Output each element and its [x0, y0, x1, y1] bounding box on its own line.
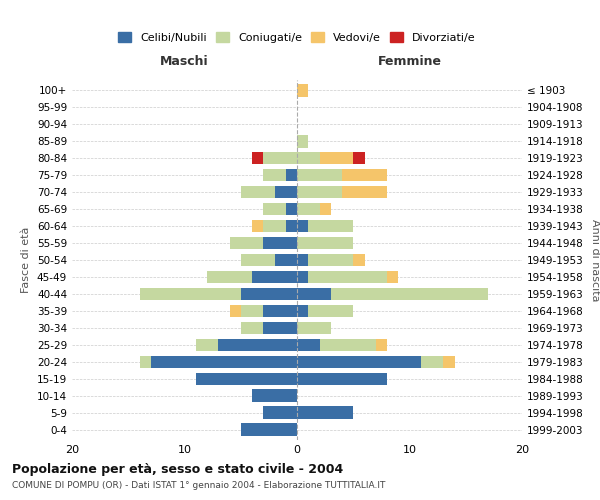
Bar — [286, 202, 297, 215]
Bar — [196, 372, 297, 385]
Bar — [241, 304, 263, 318]
Bar — [275, 254, 297, 266]
Bar — [286, 220, 297, 232]
Bar — [252, 270, 297, 283]
Text: COMUNE DI POMPU (OR) - Dati ISTAT 1° gennaio 2004 - Elaborazione TUTTITALIA.IT: COMUNE DI POMPU (OR) - Dati ISTAT 1° gen… — [12, 480, 385, 490]
Bar — [353, 254, 365, 266]
Bar — [297, 356, 421, 368]
Bar — [320, 338, 376, 351]
Bar — [263, 322, 297, 334]
Bar — [229, 304, 241, 318]
Bar — [286, 168, 297, 181]
Bar — [263, 406, 297, 419]
Bar — [229, 236, 263, 250]
Bar — [308, 254, 353, 266]
Bar — [207, 270, 252, 283]
Bar — [297, 186, 342, 198]
Bar — [263, 304, 297, 318]
Bar — [376, 338, 387, 351]
Bar — [263, 236, 297, 250]
Bar — [241, 254, 275, 266]
Bar — [387, 270, 398, 283]
Bar — [252, 152, 263, 164]
Bar — [139, 356, 151, 368]
Bar — [241, 288, 297, 300]
Bar — [252, 220, 263, 232]
Bar — [308, 304, 353, 318]
Bar — [297, 406, 353, 419]
Bar — [342, 186, 387, 198]
Text: Maschi: Maschi — [160, 55, 209, 68]
Bar — [252, 390, 297, 402]
Bar — [263, 152, 297, 164]
Bar — [139, 288, 241, 300]
Bar — [263, 202, 286, 215]
Y-axis label: Fasce di età: Fasce di età — [22, 227, 31, 293]
Bar — [241, 424, 297, 436]
Bar — [263, 168, 286, 181]
Bar — [218, 338, 297, 351]
Bar — [297, 270, 308, 283]
Bar — [297, 168, 342, 181]
Bar — [443, 356, 455, 368]
Bar — [297, 135, 308, 147]
Legend: Celibi/Nubili, Coniugati/e, Vedovi/e, Divorziati/e: Celibi/Nubili, Coniugati/e, Vedovi/e, Di… — [114, 28, 480, 48]
Bar — [241, 186, 275, 198]
Bar — [297, 372, 387, 385]
Bar — [308, 220, 353, 232]
Bar — [342, 168, 387, 181]
Bar — [320, 152, 353, 164]
Bar — [297, 304, 308, 318]
Bar — [297, 254, 308, 266]
Text: Popolazione per età, sesso e stato civile - 2004: Popolazione per età, sesso e stato civil… — [12, 462, 343, 475]
Bar — [297, 236, 353, 250]
Bar — [275, 186, 297, 198]
Bar — [320, 202, 331, 215]
Y-axis label: Anni di nascita: Anni di nascita — [590, 219, 600, 301]
Bar — [308, 270, 387, 283]
Bar — [421, 356, 443, 368]
Bar — [353, 152, 365, 164]
Bar — [297, 288, 331, 300]
Bar — [241, 322, 263, 334]
Bar — [331, 288, 488, 300]
Bar — [297, 220, 308, 232]
Bar — [151, 356, 297, 368]
Bar — [297, 338, 320, 351]
Bar — [263, 220, 286, 232]
Bar — [196, 338, 218, 351]
Bar — [297, 202, 320, 215]
Text: Femmine: Femmine — [377, 55, 442, 68]
Bar — [297, 322, 331, 334]
Bar — [297, 84, 308, 96]
Bar — [297, 152, 320, 164]
